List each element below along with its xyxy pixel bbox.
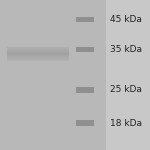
FancyBboxPatch shape [7, 49, 69, 50]
FancyBboxPatch shape [7, 54, 69, 55]
FancyBboxPatch shape [7, 48, 69, 49]
FancyBboxPatch shape [76, 17, 94, 22]
Text: 35 kDa: 35 kDa [110, 45, 142, 54]
FancyBboxPatch shape [7, 51, 69, 52]
FancyBboxPatch shape [7, 59, 69, 60]
FancyBboxPatch shape [7, 55, 69, 56]
FancyBboxPatch shape [7, 56, 69, 57]
FancyBboxPatch shape [7, 53, 69, 54]
FancyBboxPatch shape [76, 87, 94, 93]
Text: 25 kDa: 25 kDa [110, 85, 142, 94]
Text: 45 kDa: 45 kDa [110, 15, 142, 24]
FancyBboxPatch shape [7, 50, 69, 51]
FancyBboxPatch shape [76, 47, 94, 52]
FancyBboxPatch shape [7, 47, 69, 48]
FancyBboxPatch shape [7, 60, 69, 61]
FancyBboxPatch shape [7, 58, 69, 59]
FancyBboxPatch shape [7, 52, 69, 53]
FancyBboxPatch shape [76, 120, 94, 126]
Text: 18 kDa: 18 kDa [110, 118, 142, 127]
FancyBboxPatch shape [0, 0, 106, 150]
FancyBboxPatch shape [7, 57, 69, 58]
